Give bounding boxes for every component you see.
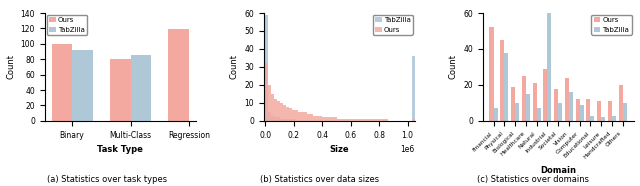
Bar [286, 119, 289, 121]
Bar [367, 119, 370, 121]
Bar [364, 119, 367, 121]
Bar [52, 44, 72, 121]
Bar [340, 119, 343, 121]
Bar [504, 53, 508, 121]
Bar [590, 116, 595, 121]
Bar [313, 116, 316, 121]
Bar [131, 55, 151, 121]
Bar [307, 114, 310, 121]
X-axis label: Task Type: Task Type [97, 145, 143, 154]
Bar [319, 116, 322, 121]
Bar [526, 94, 530, 121]
Bar [280, 119, 283, 121]
Bar [265, 15, 268, 121]
X-axis label: Size: Size [330, 145, 349, 154]
Bar [511, 87, 515, 121]
Bar [280, 103, 283, 121]
Bar [532, 83, 536, 121]
Bar [271, 94, 274, 121]
Bar [292, 110, 295, 121]
Bar [412, 119, 415, 121]
Bar [500, 40, 504, 121]
Bar [289, 119, 292, 121]
Bar [310, 114, 313, 121]
Bar [493, 108, 498, 121]
Legend: Ours, TabZilla: Ours, TabZilla [47, 15, 87, 35]
Bar [490, 27, 493, 121]
Text: (a) Statistics over task types: (a) Statistics over task types [47, 175, 167, 184]
Y-axis label: Count: Count [230, 54, 239, 79]
Text: (b) Statistics over data sizes: (b) Statistics over data sizes [260, 175, 380, 184]
Bar [569, 92, 573, 121]
Bar [619, 85, 623, 121]
Bar [379, 119, 381, 121]
Bar [355, 119, 358, 121]
Legend: Ours, TabZilla: Ours, TabZilla [591, 15, 632, 35]
Bar [274, 99, 277, 121]
Bar [349, 119, 352, 121]
Bar [575, 99, 580, 121]
Legend: TabZilla, Ours: TabZilla, Ours [372, 15, 413, 35]
Bar [331, 117, 334, 121]
Bar [277, 117, 280, 121]
Bar [543, 69, 547, 121]
Bar [522, 76, 526, 121]
Bar [110, 59, 131, 121]
Bar [515, 103, 519, 121]
Bar [289, 108, 292, 121]
Bar [376, 119, 379, 121]
Bar [334, 117, 337, 121]
Bar [601, 117, 605, 121]
Bar [385, 119, 388, 121]
Bar [352, 119, 355, 121]
Bar [346, 119, 349, 121]
Bar [536, 108, 541, 121]
Bar [295, 110, 298, 121]
Bar [608, 101, 612, 121]
Bar [268, 85, 271, 121]
Bar [558, 103, 562, 121]
Bar [412, 56, 415, 121]
Bar [325, 117, 328, 121]
Bar [304, 112, 307, 121]
Bar [586, 99, 590, 121]
Bar [580, 105, 584, 121]
Bar [612, 116, 616, 121]
Bar [358, 119, 361, 121]
Bar [370, 119, 372, 121]
Bar [361, 119, 364, 121]
Bar [286, 107, 289, 121]
Bar [328, 117, 331, 121]
Bar [322, 117, 325, 121]
Bar [277, 101, 280, 121]
Bar [283, 119, 286, 121]
Bar [271, 116, 274, 121]
Bar [547, 11, 552, 121]
Bar [337, 119, 340, 121]
Y-axis label: Count: Count [449, 54, 458, 79]
Bar [382, 119, 385, 121]
Bar [373, 119, 376, 121]
Bar [301, 112, 304, 121]
Bar [623, 103, 627, 121]
Bar [564, 78, 569, 121]
Y-axis label: Count: Count [6, 54, 15, 79]
Bar [72, 50, 93, 121]
X-axis label: Domain: Domain [540, 166, 576, 174]
Bar [316, 116, 319, 121]
Bar [283, 105, 286, 121]
Bar [298, 112, 301, 121]
Bar [168, 29, 189, 121]
Text: 1e6: 1e6 [401, 145, 415, 154]
Bar [343, 119, 346, 121]
Bar [268, 112, 271, 121]
Bar [597, 101, 601, 121]
Text: (c) Statistics over domains: (c) Statistics over domains [477, 175, 589, 184]
Bar [554, 89, 558, 121]
Bar [274, 117, 277, 121]
Bar [265, 63, 268, 121]
Bar [292, 119, 295, 121]
